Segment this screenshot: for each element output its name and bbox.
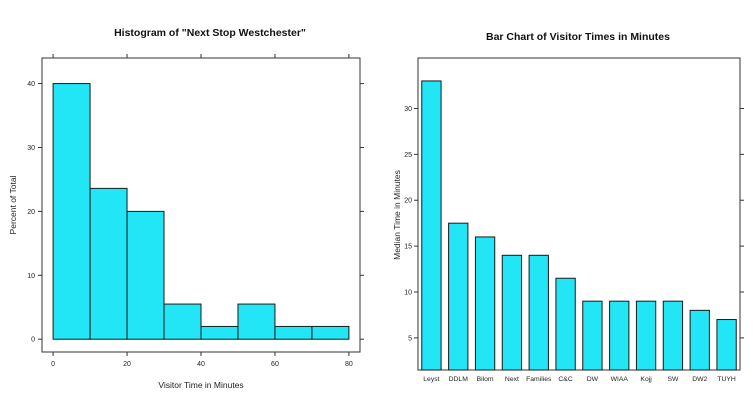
bar-9 bbox=[662, 300, 684, 371]
bar-8 bbox=[635, 300, 657, 371]
bar-1 bbox=[448, 222, 469, 371]
bar-4 bbox=[528, 254, 549, 371]
histogram-bar-6 bbox=[274, 325, 313, 340]
bar-category-label-4: Families bbox=[526, 376, 552, 383]
bar-category-label-11: TUYH bbox=[717, 376, 736, 383]
bar-category-label-0: Leyst bbox=[423, 376, 439, 383]
bar-6 bbox=[582, 300, 603, 371]
bar-chart-y-tick-label-0: 5 bbox=[408, 335, 412, 342]
histogram-bar-2 bbox=[126, 210, 165, 340]
histogram-y-tick-label-0: 0 bbox=[31, 337, 35, 344]
bar-category-label-6: DW bbox=[587, 376, 599, 383]
histogram-bar-1 bbox=[89, 187, 128, 340]
bar-chart-y-tick-label-5: 30 bbox=[404, 106, 412, 113]
bar-category-label-2: Bilom bbox=[477, 376, 494, 383]
bar-category-label-1: DDLM bbox=[449, 376, 469, 383]
bar-10 bbox=[689, 309, 710, 371]
bar-3 bbox=[501, 254, 523, 371]
histogram-title: Histogram of "Next Stop Westchester" bbox=[114, 27, 306, 39]
histogram-bars bbox=[52, 83, 350, 340]
bar-category-label-7: WIAA bbox=[611, 376, 629, 383]
bar-chart-y-tick-label-2: 15 bbox=[404, 244, 412, 251]
histogram-bar-7 bbox=[311, 325, 350, 340]
bar-11 bbox=[716, 319, 737, 371]
bar-category-label-5: C&C bbox=[558, 376, 572, 383]
bar-category-label-10: DW2 bbox=[692, 376, 707, 383]
bar-chart-y-ticks: 5 10 15 20 25 30 bbox=[404, 106, 744, 342]
histogram-x-tick-label-2: 40 bbox=[197, 361, 205, 368]
bar-chart-frame bbox=[417, 57, 741, 371]
histogram-x-ticks: 0 20 40 60 80 bbox=[51, 54, 353, 368]
bar-chart-title: Bar Chart of Visitor Times in Minutes bbox=[486, 31, 670, 43]
histogram-y-ticks: 0 10 20 30 40 bbox=[27, 81, 364, 344]
histogram-y-tick-label-1: 10 bbox=[27, 273, 35, 280]
bar-chart-bars bbox=[421, 80, 737, 371]
histogram-x-tick-label-0: 0 bbox=[51, 361, 55, 368]
bar-chart-y-axis-label: Median Time in Minutes bbox=[392, 170, 402, 260]
bar-chart-category-labels: Leyst DDLM Bilom Next Families C&C DW WIAA Kojj S… bbox=[423, 376, 736, 383]
histogram-x-axis-label: Visitor Time in Minutes bbox=[158, 380, 243, 390]
histogram-x-tick-label-4: 80 bbox=[345, 361, 353, 368]
histogram-bar-3 bbox=[163, 303, 202, 340]
histogram-x-tick-label-3: 60 bbox=[271, 361, 279, 368]
bar-category-label-9: SW bbox=[667, 376, 679, 383]
bar-chart-y-tick-label-4: 25 bbox=[404, 152, 412, 159]
histogram-bar-5 bbox=[237, 303, 276, 340]
histogram-chart: Histogram of "Next Stop Westchester" 0 20… bbox=[8, 27, 364, 390]
histogram-bar-4 bbox=[200, 325, 239, 340]
histogram-bar-0 bbox=[52, 83, 91, 340]
bar-category-label-8: Kojj bbox=[640, 376, 652, 383]
bar-category-label-3: Next bbox=[505, 376, 519, 383]
bar-2 bbox=[474, 236, 496, 371]
bar-chart: Bar Chart of Visitor Times in Minutes 5 1… bbox=[392, 31, 744, 383]
bar-chart-y-tick-label-3: 20 bbox=[404, 198, 412, 205]
bar-chart-y-tick-label-1: 10 bbox=[404, 290, 412, 297]
histogram-y-tick-label-2: 20 bbox=[27, 209, 35, 216]
histogram-y-tick-label-4: 40 bbox=[27, 81, 35, 88]
histogram-y-tick-label-3: 30 bbox=[27, 145, 35, 152]
bar-7 bbox=[609, 300, 630, 371]
bar-5 bbox=[555, 277, 576, 371]
histogram-y-axis-label: Percent of Total bbox=[8, 175, 18, 234]
histogram-x-tick-label-1: 20 bbox=[123, 361, 131, 368]
bar-0 bbox=[421, 80, 442, 371]
